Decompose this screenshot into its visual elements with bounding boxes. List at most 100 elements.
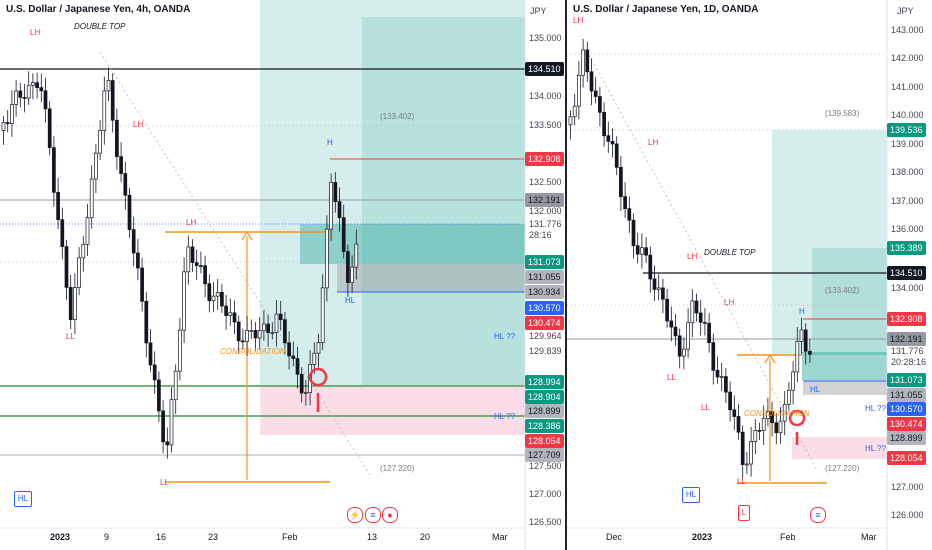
candle [274, 313, 279, 333]
chart-annotation: CONSOLIDATION [744, 409, 810, 418]
candle [346, 251, 350, 283]
us-flag-event-icon[interactable]: ≡ [365, 507, 381, 523]
gray-zone [337, 264, 525, 292]
l-badge[interactable]: L [738, 505, 750, 521]
price-label: 134.510 [525, 62, 564, 76]
candle [224, 305, 228, 316]
chart-annotation: LH [648, 138, 659, 147]
candle [745, 463, 749, 466]
axis-tick-label: 127.000 [891, 482, 924, 492]
candle [627, 208, 632, 221]
axis-tick-label: 127.000 [529, 489, 562, 499]
candle [602, 111, 606, 137]
axis-tick-label: 143.000 [891, 25, 924, 35]
symbol-title[interactable]: U.S. Dollar / Japanese Yen, 4h, OANDA [6, 4, 191, 15]
candle [278, 313, 283, 320]
location-marker-icon [308, 367, 328, 412]
symbol-title[interactable]: U.S. Dollar / Japanese Yen, 1D, OANDA [573, 4, 759, 15]
candle [707, 322, 711, 343]
candle [186, 246, 191, 273]
candle [77, 257, 81, 288]
candle [648, 254, 653, 280]
candle [325, 228, 329, 289]
chart-annotation: HL ?? [865, 444, 887, 453]
currency-label: JPY [897, 6, 914, 16]
panel-divider[interactable] [565, 0, 568, 550]
lightning-icon[interactable]: ⚡ [347, 507, 363, 523]
candle [577, 74, 581, 107]
candle [199, 265, 203, 267]
chart-annotation: HL [810, 385, 821, 394]
price-label: 128.904 [525, 390, 564, 404]
candle [703, 321, 707, 324]
candle [64, 246, 69, 288]
candle [131, 229, 136, 254]
time-axis-label: 16 [156, 532, 167, 542]
price-text: 131.776 [891, 346, 924, 356]
chart-annotation: H [327, 138, 333, 147]
hl-badge[interactable]: HL [682, 487, 700, 503]
candle [354, 243, 359, 268]
chart-annotation: LH [687, 252, 698, 261]
candle [715, 369, 720, 378]
chart-panel-1d[interactable]: U.S. Dollar / Japanese Yen, 1D, OANDA JP… [567, 0, 932, 550]
chart-canvas-4h[interactable] [0, 0, 567, 550]
time-axis-label: 9 [104, 532, 110, 542]
price-label: 130.934 [525, 285, 564, 299]
price-label: 131.073 [887, 373, 926, 387]
chart-annotation: HL [345, 296, 356, 305]
candle [740, 431, 745, 465]
candle [291, 355, 296, 359]
candle [787, 389, 791, 405]
us-flag-event-icon[interactable]: ≡ [810, 507, 826, 523]
candle [341, 217, 346, 252]
candle [295, 358, 300, 375]
price-label: 128.899 [525, 404, 564, 418]
price-label: 131.055 [525, 270, 564, 284]
price-label: 127.709 [525, 448, 564, 462]
candle [287, 342, 291, 357]
candle [581, 49, 585, 76]
hl-badge[interactable]: HL [14, 491, 32, 507]
candle [245, 330, 249, 342]
candle [152, 364, 157, 381]
candle [640, 247, 644, 255]
candle [795, 341, 800, 373]
chart-panel-4h[interactable]: U.S. Dollar / Japanese Yen, 4h, OANDA JP… [0, 0, 567, 550]
axis-tick-label: 142.000 [891, 53, 924, 63]
candle [761, 418, 766, 431]
candle [669, 320, 674, 328]
candle [10, 104, 14, 124]
chart-annotation: HL ?? [494, 332, 516, 341]
chart-annotation: CONSOLIDATION [220, 347, 286, 356]
candle [568, 116, 573, 126]
candle [656, 287, 661, 290]
candle [215, 291, 220, 297]
price-text: 131.776 [529, 219, 562, 229]
long-target-zone [772, 130, 887, 355]
candle [1, 122, 6, 131]
japan-flag-event-icon[interactable]: ● [382, 507, 398, 523]
candle [661, 287, 665, 300]
candle [5, 122, 10, 124]
candle [778, 420, 783, 434]
price-label: 132.191 [887, 332, 926, 346]
candle [127, 194, 132, 230]
time-axis-label: 23 [208, 532, 219, 542]
candle [736, 416, 741, 433]
candle [144, 300, 149, 344]
candle [673, 326, 678, 337]
axis-tick-label: 135.000 [529, 33, 562, 43]
candle [572, 105, 577, 118]
candle [190, 246, 195, 263]
axis-tick-label: 126.500 [529, 517, 562, 527]
candle [614, 143, 619, 168]
chart-canvas-1d[interactable] [567, 0, 932, 550]
candle [68, 287, 73, 321]
chart-annotation: LH [186, 218, 197, 227]
time-axis-label: Mar [492, 532, 508, 542]
candle [203, 265, 207, 285]
candle [56, 191, 60, 220]
measure-arrowhead [764, 353, 776, 364]
entry-zone [300, 224, 525, 264]
